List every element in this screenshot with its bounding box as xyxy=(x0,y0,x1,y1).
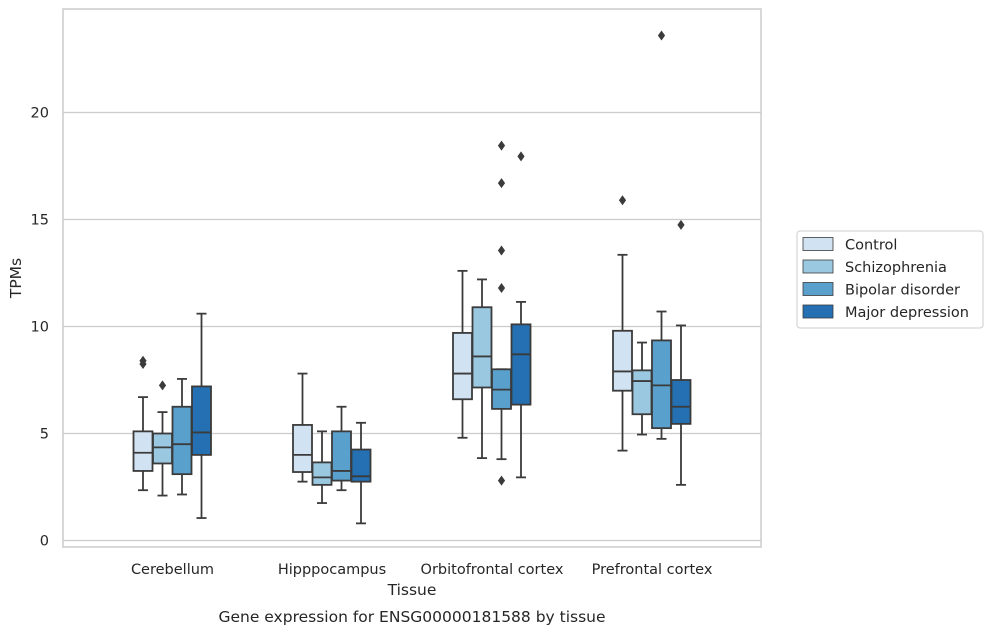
box xyxy=(191,312,212,519)
box xyxy=(292,372,313,483)
outlier-point xyxy=(497,245,506,256)
series-schizophrenia xyxy=(152,278,653,504)
y-tick-labels: 0 5 10 15 20 xyxy=(31,106,49,550)
box-iqr xyxy=(292,424,313,473)
plot-frame xyxy=(62,8,762,548)
box-iqr xyxy=(191,385,212,456)
box-iqr xyxy=(311,461,333,486)
outlier-point xyxy=(517,151,525,162)
x-tick-label: Prefrontal cortex xyxy=(592,562,713,578)
box xyxy=(350,421,372,525)
box xyxy=(612,195,633,452)
outlier-point xyxy=(497,140,506,151)
series-major-depression xyxy=(191,151,692,525)
box xyxy=(132,355,154,492)
legend-swatch xyxy=(802,259,834,274)
box-iqr xyxy=(331,430,352,482)
series-bipolar-disorder xyxy=(171,30,672,496)
box xyxy=(491,140,512,486)
outlier-point xyxy=(158,380,167,391)
box xyxy=(651,30,672,440)
outlier-point xyxy=(657,30,666,41)
y-tick-label: 0 xyxy=(40,534,49,550)
outlier-point xyxy=(497,475,506,486)
x-axis-label: Tissue xyxy=(387,581,437,599)
box-iqr xyxy=(631,369,653,416)
box xyxy=(471,278,493,460)
box xyxy=(311,430,333,504)
x-tick-label: Hipppocampus xyxy=(278,562,386,578)
box xyxy=(631,341,653,436)
box-iqr xyxy=(670,379,692,425)
y-tick-label: 15 xyxy=(31,213,49,229)
box xyxy=(670,219,692,486)
x-tick-label: Cerebellum xyxy=(131,562,214,578)
box xyxy=(331,405,352,492)
box-iqr xyxy=(350,448,372,483)
box-iqr xyxy=(132,430,154,472)
outlier-point xyxy=(497,178,506,189)
legend-label: Bipolar disorder xyxy=(845,283,960,299)
y-gridlines xyxy=(63,111,761,542)
box-iqr xyxy=(152,432,173,465)
legend-label: Control xyxy=(845,238,897,254)
box-iqr xyxy=(471,306,493,389)
box-series xyxy=(132,30,692,525)
y-axis-label: TPMs xyxy=(7,258,25,299)
box-iqr xyxy=(452,332,473,401)
outlier-point xyxy=(497,282,506,293)
box-iqr xyxy=(510,323,532,406)
box xyxy=(152,380,173,497)
box-iqr xyxy=(171,405,193,476)
outlier-point xyxy=(618,195,627,206)
y-tick-label: 5 xyxy=(40,427,49,443)
outlier-point xyxy=(139,355,147,366)
box xyxy=(510,151,532,479)
box xyxy=(171,378,193,496)
legend-label: Major depression xyxy=(845,305,969,321)
x-tick-label: Orbitofrontal cortex xyxy=(421,562,564,578)
legend-label: Schizophrenia xyxy=(845,260,947,276)
chart-caption: Gene expression for ENSG00000181588 by t… xyxy=(218,608,605,626)
outlier-point xyxy=(677,219,685,230)
box xyxy=(452,269,473,439)
legend-frame xyxy=(796,230,984,329)
y-tick-label: 20 xyxy=(31,106,49,122)
x-tick-labels: Cerebellum Hipppocampus Orbitofrontal cort… xyxy=(131,562,713,578)
box-iqr xyxy=(612,329,633,392)
legend-swatch xyxy=(802,304,834,319)
legend: Control Schizophrenia Bipolar disorder Majo… xyxy=(796,230,984,329)
legend-swatch xyxy=(802,282,834,296)
box-iqr xyxy=(651,339,672,430)
legend-swatch xyxy=(802,237,834,251)
y-tick-label: 10 xyxy=(31,320,49,336)
